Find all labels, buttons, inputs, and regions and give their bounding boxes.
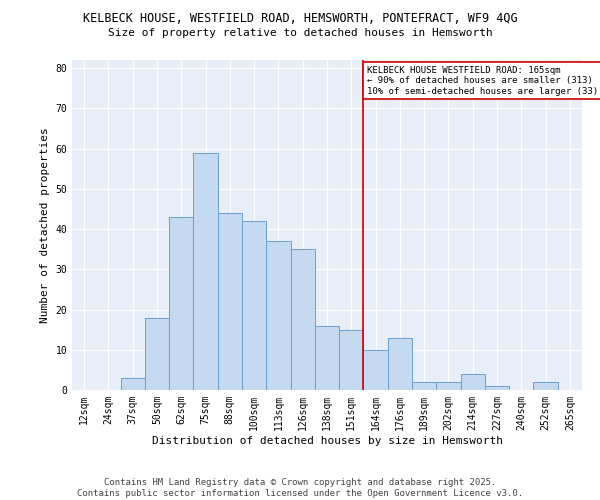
Bar (290, 249, 315, 390)
Bar (436, 382, 461, 390)
Bar (242, 221, 266, 390)
Text: KELBECK HOUSE WESTFIELD ROAD: 165sqm
← 90% of detached houses are smaller (313)
: KELBECK HOUSE WESTFIELD ROAD: 165sqm ← 9… (367, 66, 600, 96)
Bar (145, 318, 169, 390)
Bar (315, 326, 339, 390)
Text: Size of property relative to detached houses in Hemsworth: Size of property relative to detached ho… (107, 28, 493, 38)
X-axis label: Distribution of detached houses by size in Hemsworth: Distribution of detached houses by size … (151, 436, 503, 446)
Bar (485, 386, 509, 390)
Y-axis label: Number of detached properties: Number of detached properties (40, 127, 50, 323)
Bar (533, 382, 558, 390)
Bar (412, 382, 436, 390)
Bar (266, 241, 290, 390)
Bar (461, 374, 485, 390)
Bar (218, 213, 242, 390)
Bar (193, 152, 218, 390)
Bar (121, 378, 145, 390)
Text: Contains HM Land Registry data © Crown copyright and database right 2025.
Contai: Contains HM Land Registry data © Crown c… (77, 478, 523, 498)
Bar (364, 350, 388, 390)
Bar (388, 338, 412, 390)
Bar (169, 217, 193, 390)
Text: KELBECK HOUSE, WESTFIELD ROAD, HEMSWORTH, PONTEFRACT, WF9 4QG: KELBECK HOUSE, WESTFIELD ROAD, HEMSWORTH… (83, 12, 517, 26)
Bar (339, 330, 364, 390)
